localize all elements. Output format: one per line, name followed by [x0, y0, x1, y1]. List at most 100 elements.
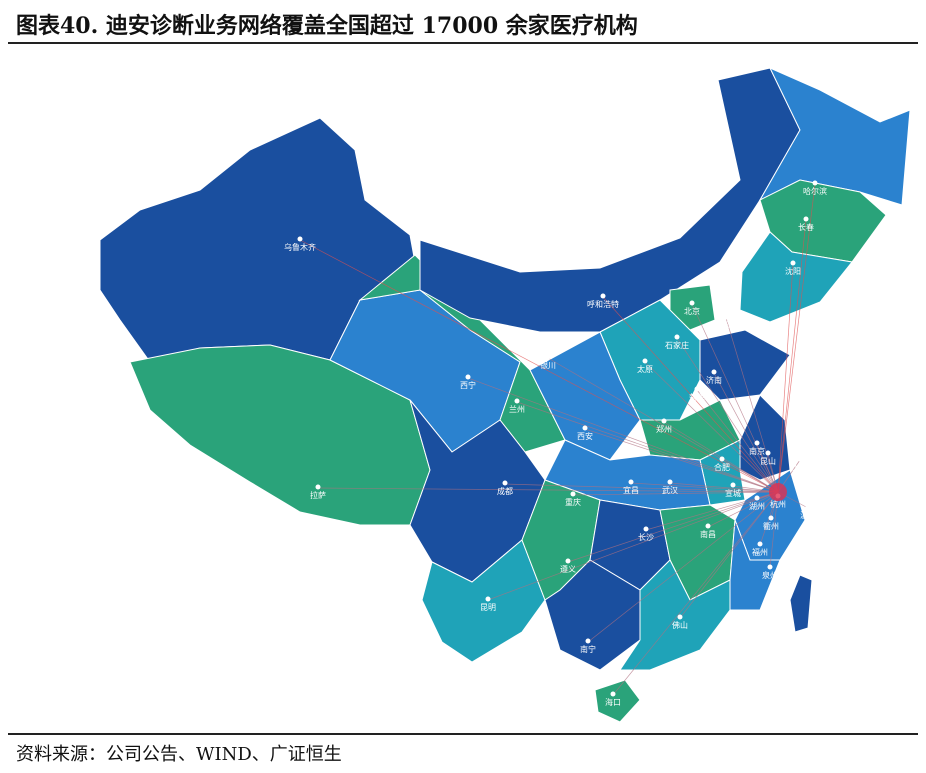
city-label: 西宁 — [460, 380, 476, 390]
link — [602, 296, 779, 493]
link — [567, 491, 779, 563]
city-label: 沈阳 — [785, 266, 801, 276]
links — [299, 183, 816, 696]
city-label: 佛山 — [672, 620, 688, 630]
city-label: 呼和浩特 — [587, 299, 619, 309]
city-label: 北京 — [684, 306, 700, 316]
city-label: 长沙 — [638, 532, 654, 542]
city-label: 长春 — [798, 222, 814, 232]
source: 资料来源：公司公告、WIND、广证恒生 — [16, 744, 342, 765]
link — [644, 361, 779, 493]
rule — [8, 733, 918, 735]
city-label: 武汉 — [662, 485, 678, 495]
city-dot — [315, 484, 321, 490]
city-dot — [705, 523, 711, 529]
city-label: 哈尔滨 — [803, 186, 827, 196]
city-dot — [585, 638, 591, 644]
link — [587, 491, 779, 643]
city-label: 成都 — [497, 486, 513, 496]
link — [584, 428, 779, 493]
link — [467, 377, 779, 493]
link — [612, 491, 779, 696]
title: 图表40. 迪安诊断业务网络覆盖全国超过 17000 余家医疗机构 — [16, 13, 638, 39]
city-dot — [642, 358, 648, 364]
city-label: 昆明 — [480, 603, 496, 612]
city-label: 湖州 — [749, 502, 765, 511]
link — [679, 491, 779, 619]
city-dot — [805, 504, 811, 510]
city-dot — [689, 300, 695, 306]
city-label: 宣城 — [725, 488, 741, 498]
link — [630, 482, 779, 493]
city-label: 遵义 — [560, 564, 576, 574]
city-label: 济南 — [706, 375, 722, 385]
city-dot — [565, 558, 571, 564]
city-dot — [485, 596, 491, 602]
link — [572, 491, 779, 496]
city-label: 菏泽 — [689, 392, 705, 402]
link — [777, 263, 794, 493]
city-label: 福州 — [752, 548, 768, 557]
link — [777, 183, 816, 493]
link — [721, 459, 779, 493]
city-dot — [570, 491, 576, 497]
link — [769, 491, 779, 569]
city-dot — [661, 418, 667, 424]
city-dot — [723, 314, 729, 320]
link — [547, 357, 779, 493]
city-dot — [610, 691, 616, 697]
link — [317, 487, 779, 493]
city-label: 宜昌 — [623, 485, 639, 495]
city-label: 合肥 — [714, 462, 730, 472]
city-dot — [711, 369, 717, 375]
city-label: 石家庄 — [665, 340, 689, 350]
city-dot — [730, 482, 736, 488]
link — [504, 483, 779, 493]
city-label: 南宁 — [580, 644, 596, 654]
city-label: 银川 — [540, 360, 556, 370]
city-label: 西安 — [577, 431, 593, 441]
city-label: 拉萨 — [310, 490, 326, 500]
city-dot — [812, 180, 818, 186]
city-label: 海口 — [605, 697, 621, 707]
city-dot — [803, 216, 809, 222]
link — [707, 491, 779, 528]
city-label: 兰州 — [509, 404, 525, 414]
city-label: 温州 — [800, 511, 816, 520]
city-dot — [797, 456, 803, 462]
city-dot — [600, 293, 606, 299]
city-label: 衢州 — [763, 521, 779, 531]
city-label: 天津 — [718, 320, 734, 330]
link — [696, 389, 779, 493]
city-dot — [545, 354, 551, 360]
city-dot — [694, 386, 700, 392]
city-dot — [790, 260, 796, 266]
city-label: 南京 — [749, 446, 765, 456]
link — [676, 337, 779, 493]
city-dot — [757, 541, 763, 547]
city-label: 南昌 — [700, 529, 716, 539]
city-dot — [582, 425, 588, 431]
city-dot — [465, 374, 471, 380]
city-label: 太原 — [637, 364, 653, 374]
city-label: 昆山 — [760, 456, 776, 466]
city-dot — [719, 456, 725, 462]
city-dot — [768, 515, 774, 521]
city-label: 上海 — [792, 462, 808, 472]
link — [487, 491, 779, 601]
city-label: 重庆 — [565, 497, 581, 507]
city-label: 泉州 — [762, 570, 778, 580]
rule — [8, 42, 918, 44]
link — [669, 482, 779, 493]
city-label: 郑州 — [656, 424, 672, 434]
city-dot — [754, 440, 760, 446]
link — [691, 303, 779, 493]
city-dot — [502, 480, 508, 486]
city-dot — [677, 614, 683, 620]
provinces — [99, 66, 911, 723]
city-dot — [765, 450, 771, 456]
city-dot — [667, 479, 673, 485]
